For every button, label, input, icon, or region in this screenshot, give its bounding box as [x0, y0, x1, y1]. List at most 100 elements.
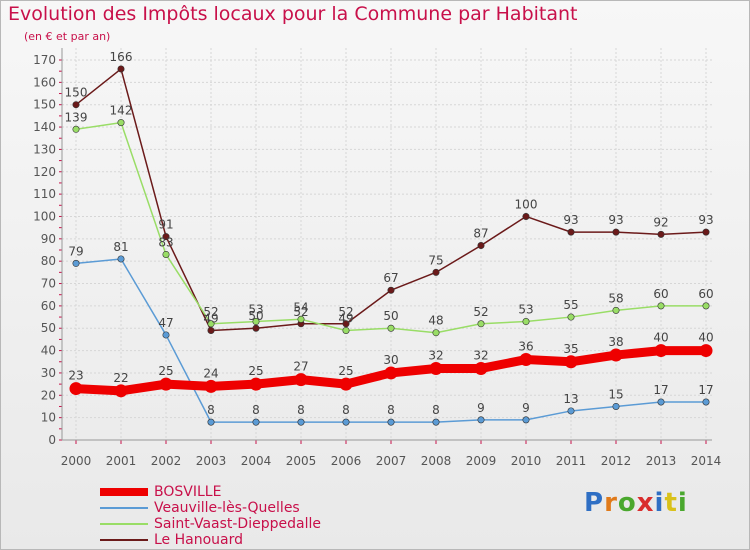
- data-point: [342, 320, 350, 328]
- data-point: [477, 416, 485, 424]
- y-tick-label: 0: [48, 433, 56, 447]
- data-label: 22: [113, 371, 128, 385]
- x-tick-label: 2000: [61, 454, 92, 468]
- y-tick-label: 120: [33, 165, 56, 179]
- data-label: 17: [653, 383, 668, 397]
- data-point: [432, 268, 440, 276]
- data-label: 40: [698, 331, 713, 345]
- data-point: [252, 418, 260, 426]
- data-point: [522, 318, 530, 326]
- data-point: [702, 302, 710, 310]
- data-point: [657, 302, 665, 310]
- legend-swatch: [100, 539, 148, 541]
- data-label: 52: [203, 305, 218, 319]
- data-label: 38: [608, 335, 623, 349]
- legend-swatch: [100, 507, 148, 509]
- data-label: 81: [113, 240, 128, 254]
- data-label: 24: [203, 366, 218, 380]
- data-point: [702, 398, 710, 406]
- data-label: 142: [110, 104, 133, 118]
- logo-letter: o: [617, 488, 637, 518]
- data-point: [387, 286, 395, 294]
- x-tick-label: 2006: [331, 454, 362, 468]
- chart-title: Evolution des Impôts locaux pour la Comm…: [8, 3, 578, 25]
- y-tick-label: 80: [41, 254, 56, 268]
- data-label: 79: [68, 244, 83, 258]
- data-point: [432, 329, 440, 337]
- legend-label-saint-vaast: Saint-Vaast-Dieppedalle: [154, 516, 321, 532]
- data-label: 30: [383, 353, 398, 367]
- data-label: 92: [653, 215, 668, 229]
- data-label: 52: [338, 305, 353, 319]
- proxiti-logo: Proxiti: [584, 488, 688, 518]
- data-point: [249, 377, 263, 391]
- x-tick-label: 2014: [691, 454, 722, 468]
- data-point: [432, 418, 440, 426]
- data-label: 166: [110, 50, 133, 64]
- data-point: [294, 373, 308, 387]
- y-tick-label: 90: [41, 232, 56, 246]
- logo-letter: P: [584, 488, 605, 518]
- logo-letter: t: [664, 488, 678, 518]
- y-tick-label: 150: [33, 98, 56, 112]
- data-label: 54: [293, 300, 308, 314]
- data-point: [342, 418, 350, 426]
- data-label: 50: [383, 309, 398, 323]
- data-point: [657, 230, 665, 238]
- data-label: 91: [158, 218, 173, 232]
- data-point: [204, 379, 218, 393]
- x-tick-label: 2007: [376, 454, 407, 468]
- data-point: [117, 255, 125, 263]
- y-tick-label: 170: [33, 53, 56, 67]
- data-point: [612, 306, 620, 314]
- data-label: 150: [65, 86, 88, 100]
- data-point: [564, 355, 578, 369]
- data-point: [567, 313, 575, 321]
- data-point: [384, 366, 398, 380]
- x-tick-label: 2012: [601, 454, 632, 468]
- y-tick-label: 40: [41, 344, 56, 358]
- legend: BOSVILLE Veauville-lès-Quelles Saint-Vaa…: [100, 484, 321, 548]
- chart-subtitle: (en € et par an): [24, 30, 111, 43]
- x-tick-label: 2004: [241, 454, 272, 468]
- y-tick-label: 70: [41, 277, 56, 291]
- x-tick-label: 2008: [421, 454, 452, 468]
- data-label: 53: [248, 303, 263, 317]
- data-point: [519, 353, 533, 367]
- y-tick-label: 10: [41, 411, 56, 425]
- data-label: 40: [653, 331, 668, 345]
- x-tick-label: 2005: [286, 454, 317, 468]
- y-tick-label: 160: [33, 75, 56, 89]
- data-label: 27: [293, 360, 308, 374]
- data-label: 87: [473, 227, 488, 241]
- x-tick-label: 2001: [106, 454, 137, 468]
- legend-item: BOSVILLE: [100, 484, 321, 500]
- data-point: [159, 377, 173, 391]
- data-label: 8: [207, 403, 215, 417]
- data-label: 75: [428, 253, 443, 267]
- data-point: [207, 326, 215, 334]
- data-label: 13: [563, 392, 578, 406]
- x-tick-label: 2009: [466, 454, 497, 468]
- data-point: [612, 228, 620, 236]
- data-point: [162, 250, 170, 258]
- data-point: [657, 398, 665, 406]
- legend-label-bosville: BOSVILLE: [154, 484, 222, 500]
- data-point: [114, 384, 128, 398]
- data-point: [297, 418, 305, 426]
- y-tick-label: 130: [33, 142, 56, 156]
- data-label: 9: [477, 401, 485, 415]
- legend-label-le-hanouard: Le Hanouard: [154, 532, 244, 548]
- data-label: 8: [432, 403, 440, 417]
- data-point: [567, 407, 575, 415]
- y-tick-label: 100: [33, 209, 56, 223]
- data-label: 15: [608, 387, 623, 401]
- x-tick-label: 2010: [511, 454, 542, 468]
- data-point: [72, 101, 80, 109]
- data-point: [387, 324, 395, 332]
- legend-item: Le Hanouard: [100, 532, 321, 548]
- logo-letter: x: [636, 488, 655, 518]
